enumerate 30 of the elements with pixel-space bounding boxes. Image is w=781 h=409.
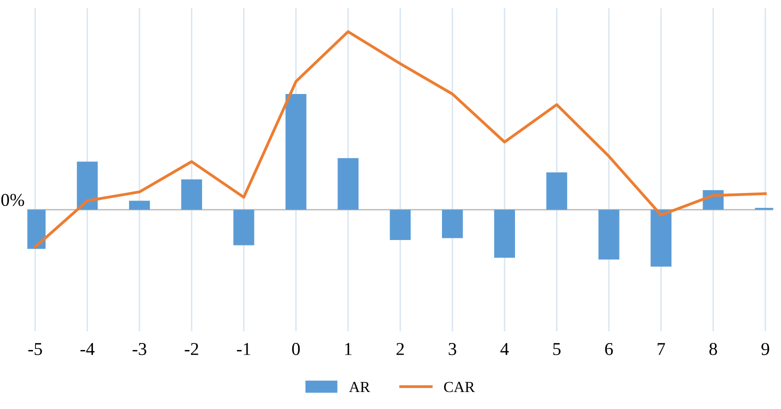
x-tick-label: -5 <box>28 343 42 356</box>
x-tick-label: -1 <box>236 343 250 355</box>
x-tick-label: 8 <box>709 342 718 356</box>
bar <box>546 172 568 210</box>
bar <box>76 162 98 210</box>
x-tick-label: -3 <box>132 342 146 356</box>
bar <box>650 210 672 267</box>
x-tick-label: 2 <box>396 342 404 355</box>
x-tick-label: 3 <box>448 342 456 356</box>
bar <box>442 210 463 238</box>
x-tick-label: 0 <box>292 342 300 356</box>
x-tick-label: 4 <box>500 343 509 355</box>
x-tick-label: 5 <box>553 343 561 356</box>
x-tick-label: -4 <box>80 343 95 355</box>
x-tick-label: 9 <box>761 342 770 356</box>
bar <box>233 210 254 246</box>
x-tick-label: 7 <box>658 343 666 355</box>
legend-label: CAR <box>444 382 475 392</box>
x-tick-label: -2 <box>184 342 198 355</box>
bar <box>338 158 359 210</box>
bar <box>181 179 202 210</box>
text: 0% <box>1 194 24 206</box>
bar <box>390 210 411 240</box>
bar <box>286 94 306 210</box>
bar <box>494 210 516 258</box>
bar <box>129 200 150 210</box>
x-tick-label: 6 <box>605 342 613 356</box>
bar <box>598 210 620 260</box>
legend-label: AR <box>349 382 370 392</box>
x-tick-label: 1 <box>345 343 352 355</box>
